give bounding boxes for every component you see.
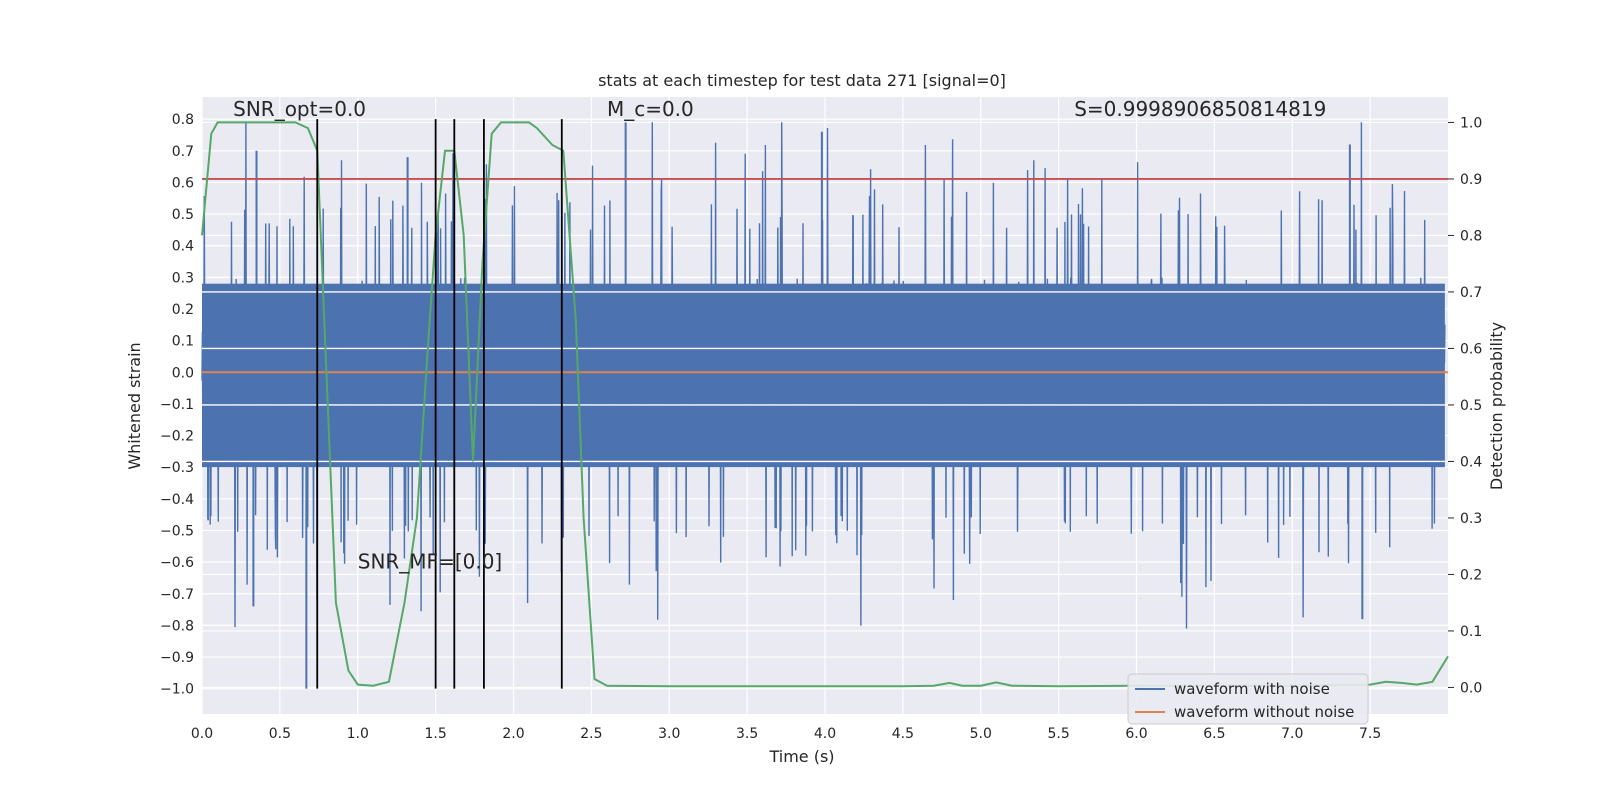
y-tick-label: 0.0	[172, 365, 194, 381]
y-tick-label: −0.8	[160, 618, 194, 634]
x-tick-label: 4.5	[892, 726, 914, 742]
series-detection-probability	[201, 121, 1449, 688]
noise-trace	[201, 122, 1446, 629]
y-tick-label: 0.2	[172, 302, 194, 318]
legend-box	[1127, 673, 1369, 725]
vertical-markers	[316, 119, 563, 689]
y2-tick-label: 0.7	[1460, 285, 1482, 301]
y-tick-label: −0.3	[160, 460, 194, 476]
y-tick-label: −0.6	[160, 555, 194, 571]
x-tick-label: 0.5	[269, 726, 291, 742]
y-tick-label: −1.0	[160, 682, 194, 698]
x-tick-label: 1.5	[424, 726, 446, 742]
annotations: SNR_opt=0.0 M_c=0.0 S=0.9998906850814819 SN…	[233, 97, 1326, 573]
series-waveform-with-noise	[201, 122, 1446, 689]
x-tick-label: 3.5	[736, 726, 758, 742]
y-tick-label: −0.9	[160, 650, 194, 666]
x-tick-label: 3.0	[658, 726, 680, 742]
y-tick-label: −0.4	[160, 492, 194, 508]
annotation-text: SNR_opt=0.0	[233, 97, 366, 121]
series-lines	[201, 121, 1449, 688]
x-tick-label: 5.5	[1047, 726, 1069, 742]
annotation-text: S=0.9998906850814819	[1074, 97, 1326, 121]
x-tick-label: 5.0	[970, 726, 992, 742]
x-tick-label: 7.0	[1281, 726, 1303, 742]
y2-tick-label: 0.5	[1460, 398, 1482, 414]
y2-tick-label: 0.2	[1460, 567, 1482, 583]
chart-title: stats at each timestep for test data 271…	[598, 71, 1006, 90]
tick-labels: 0.0 0.5 1.0 1.5 2.0 2.5 3.0 3.5 4.0 4.5 5.0 5.5 6.0 6…	[160, 112, 1482, 742]
y-tick-label: 0.1	[172, 334, 194, 350]
annotation-text: M_c=0.0	[607, 97, 694, 121]
x-tick-label: 6.0	[1125, 726, 1147, 742]
y2-tick-label: 0.6	[1460, 341, 1482, 357]
y-tick-label: −0.2	[160, 429, 194, 445]
y-tick-label: −0.5	[160, 523, 194, 539]
y2-tick-label: 1.0	[1460, 115, 1482, 131]
y-tick-label: 0.4	[172, 239, 194, 255]
x-tick-label: 2.0	[502, 726, 524, 742]
y-tick-label: 0.7	[172, 144, 194, 160]
y2-tick-label: 0.3	[1460, 511, 1482, 527]
x-tick-label: 1.0	[347, 726, 369, 742]
legend: waveform with noise waveform without nois…	[1127, 673, 1369, 725]
y-tick-label: 0.8	[172, 112, 194, 128]
x-tick-label: 2.5	[580, 726, 602, 742]
y2-axis-title: Detection probability	[1487, 322, 1506, 490]
x-tick-label: 4.0	[814, 726, 836, 742]
y2-tick-label: 0.9	[1460, 172, 1482, 188]
legend-label: waveform with noise	[1174, 680, 1330, 698]
y2-tick-label: 0.0	[1460, 680, 1482, 696]
y2-tick-label: 0.8	[1460, 228, 1482, 244]
y2-tick-label: 0.4	[1460, 454, 1482, 470]
y-tick-label: 0.3	[172, 270, 194, 286]
x-tick-label: 0.0	[191, 726, 213, 742]
x-axis-title: Time (s)	[768, 747, 834, 766]
x-tick-label: 7.5	[1359, 726, 1381, 742]
y-tick-label: 0.5	[172, 207, 194, 223]
annotation-text: SNR_MF=[0.0]	[358, 549, 502, 573]
x-tick-label: 6.5	[1203, 726, 1225, 742]
y-tick-label: −0.7	[160, 587, 194, 603]
y2-tick-label: 0.1	[1460, 624, 1482, 640]
legend-label: waveform without noise	[1174, 703, 1354, 721]
y-tick-label: −0.1	[160, 397, 194, 413]
y-tick-label: 0.6	[172, 175, 194, 191]
y-axis-title: Whitened strain	[125, 342, 144, 469]
